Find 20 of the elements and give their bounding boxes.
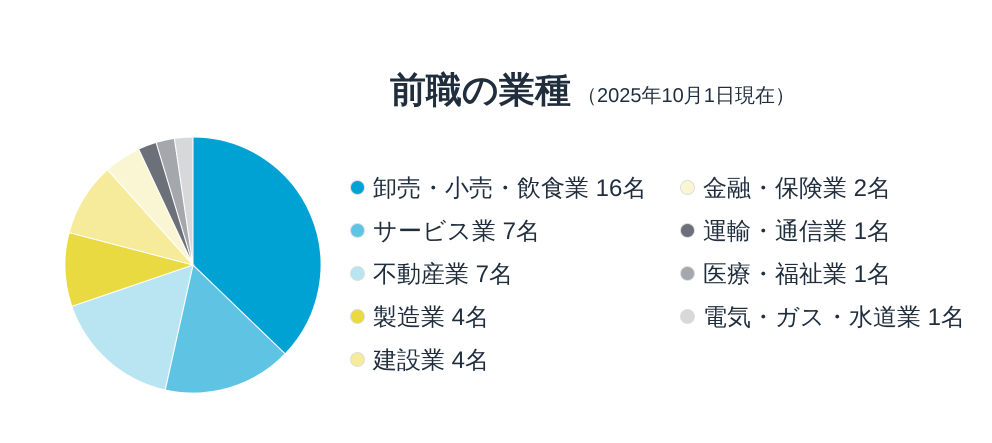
legend-label: 金融・保険業 — [703, 174, 847, 202]
legend-label: 製造業 — [373, 304, 445, 330]
data-label: 1名 — [854, 218, 892, 244]
data-label: 4名 — [452, 346, 490, 374]
data-label: 4名 — [452, 304, 490, 330]
legend-label: サービス業 — [373, 218, 496, 244]
data-label: 7名 — [502, 218, 540, 244]
legend-label: 電気・ガス・水道業 — [703, 304, 921, 330]
data-label: 1名 — [928, 304, 966, 330]
data-label: 1名 — [854, 260, 892, 288]
chart-subtitle: （2025年10月1日現在） — [577, 85, 795, 107]
data-label: 2名 — [854, 174, 892, 202]
chart-title: 前職の業種 — [390, 69, 571, 110]
data-label: 7名 — [476, 260, 514, 288]
legend-label: 運輸・通信業 — [703, 218, 847, 244]
legend-label: 卸売・小売・飲食業 — [373, 174, 589, 202]
legend-label: 医療・福祉業 — [703, 260, 847, 288]
data-label: 16名 — [596, 174, 646, 202]
legend-label: 不動産業 — [373, 260, 469, 288]
legend-label: 建設業 — [373, 346, 445, 374]
